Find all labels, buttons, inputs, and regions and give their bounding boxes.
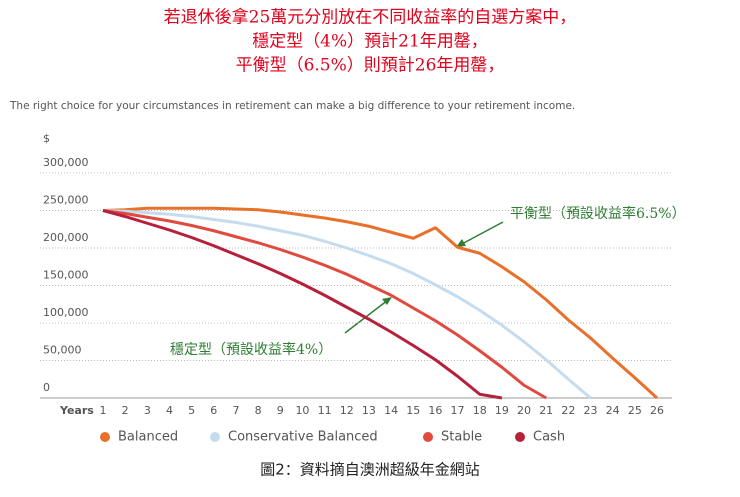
x-tick-label: 2 [122,404,129,417]
line-series [102,209,547,400]
x-tick-label: 18 [473,404,487,417]
x-tick-label: 25 [628,404,642,417]
legend-marker [210,432,220,442]
x-tick-label: 4 [166,404,173,417]
title-line: 平衡型（6.5%）則預計26年用罄， [236,56,505,76]
x-tick-label: 14 [384,404,398,417]
legend-label: Cash [533,430,565,445]
annotation: 穩定型（預設收益率4%） [170,341,332,358]
x-tick-label: 10 [295,404,309,417]
x-tick-label: 23 [584,404,598,417]
x-axis-label: Years [59,404,94,417]
x-tick-label: 21 [539,404,553,417]
y-tick-label: 50,000 [43,344,82,357]
y-tick-label: 0 [43,381,50,394]
annotation-arrowhead [382,297,392,305]
annotation-arrowhead [456,239,466,247]
y-tick-label: 200,000 [43,231,89,244]
legend-label: Balanced [118,430,178,445]
y-tick-label: 100,000 [43,306,89,319]
legend-marker [515,432,525,442]
title-line: 若退休後拿25萬元分別放在不同收益率的自選方案中， [164,7,577,28]
line-series [102,206,659,400]
annotation-arrow [459,221,504,246]
legend-marker [423,432,433,442]
annotation: 平衡型（預設收益率6.5%） [510,205,686,222]
x-tick-label: 5 [188,404,195,417]
x-tick-label: 16 [428,404,442,417]
line-series [102,209,592,400]
x-tick-label: 11 [318,404,332,417]
x-tick-label: 17 [451,404,465,417]
x-tick-label: 19 [495,404,509,417]
legend-marker [100,432,110,442]
caption: 圖2：資料摘自澳洲超級年金網站 [260,461,480,479]
x-tick-label: 8 [255,404,262,417]
x-tick-label: 6 [210,404,217,417]
legend-label: Stable [441,430,482,445]
x-tick-label: 7 [232,404,239,417]
y-tick-label: 300,000 [43,156,89,169]
subtitle: The right choice for your circumstances … [9,100,575,112]
x-tick-label: 24 [606,404,620,417]
y-tick-label: 150,000 [43,269,89,282]
y-axis-label: $ [43,132,50,145]
x-tick-label: 3 [144,404,151,417]
title-line: 穩定型（4%）預計21年用罄， [252,32,488,52]
x-tick-label: 12 [340,404,354,417]
x-tick-label: 22 [561,404,575,417]
x-tick-label: 20 [517,404,531,417]
x-tick-label: 9 [277,404,284,417]
y-tick-label: 250,000 [43,194,89,207]
line-series [102,209,503,400]
x-tick-label: 15 [406,404,420,417]
x-tick-label: 1 [100,404,107,417]
x-tick-label: 26 [650,404,664,417]
x-tick-label: 13 [362,404,376,417]
legend-label: Conservative Balanced [228,430,378,445]
